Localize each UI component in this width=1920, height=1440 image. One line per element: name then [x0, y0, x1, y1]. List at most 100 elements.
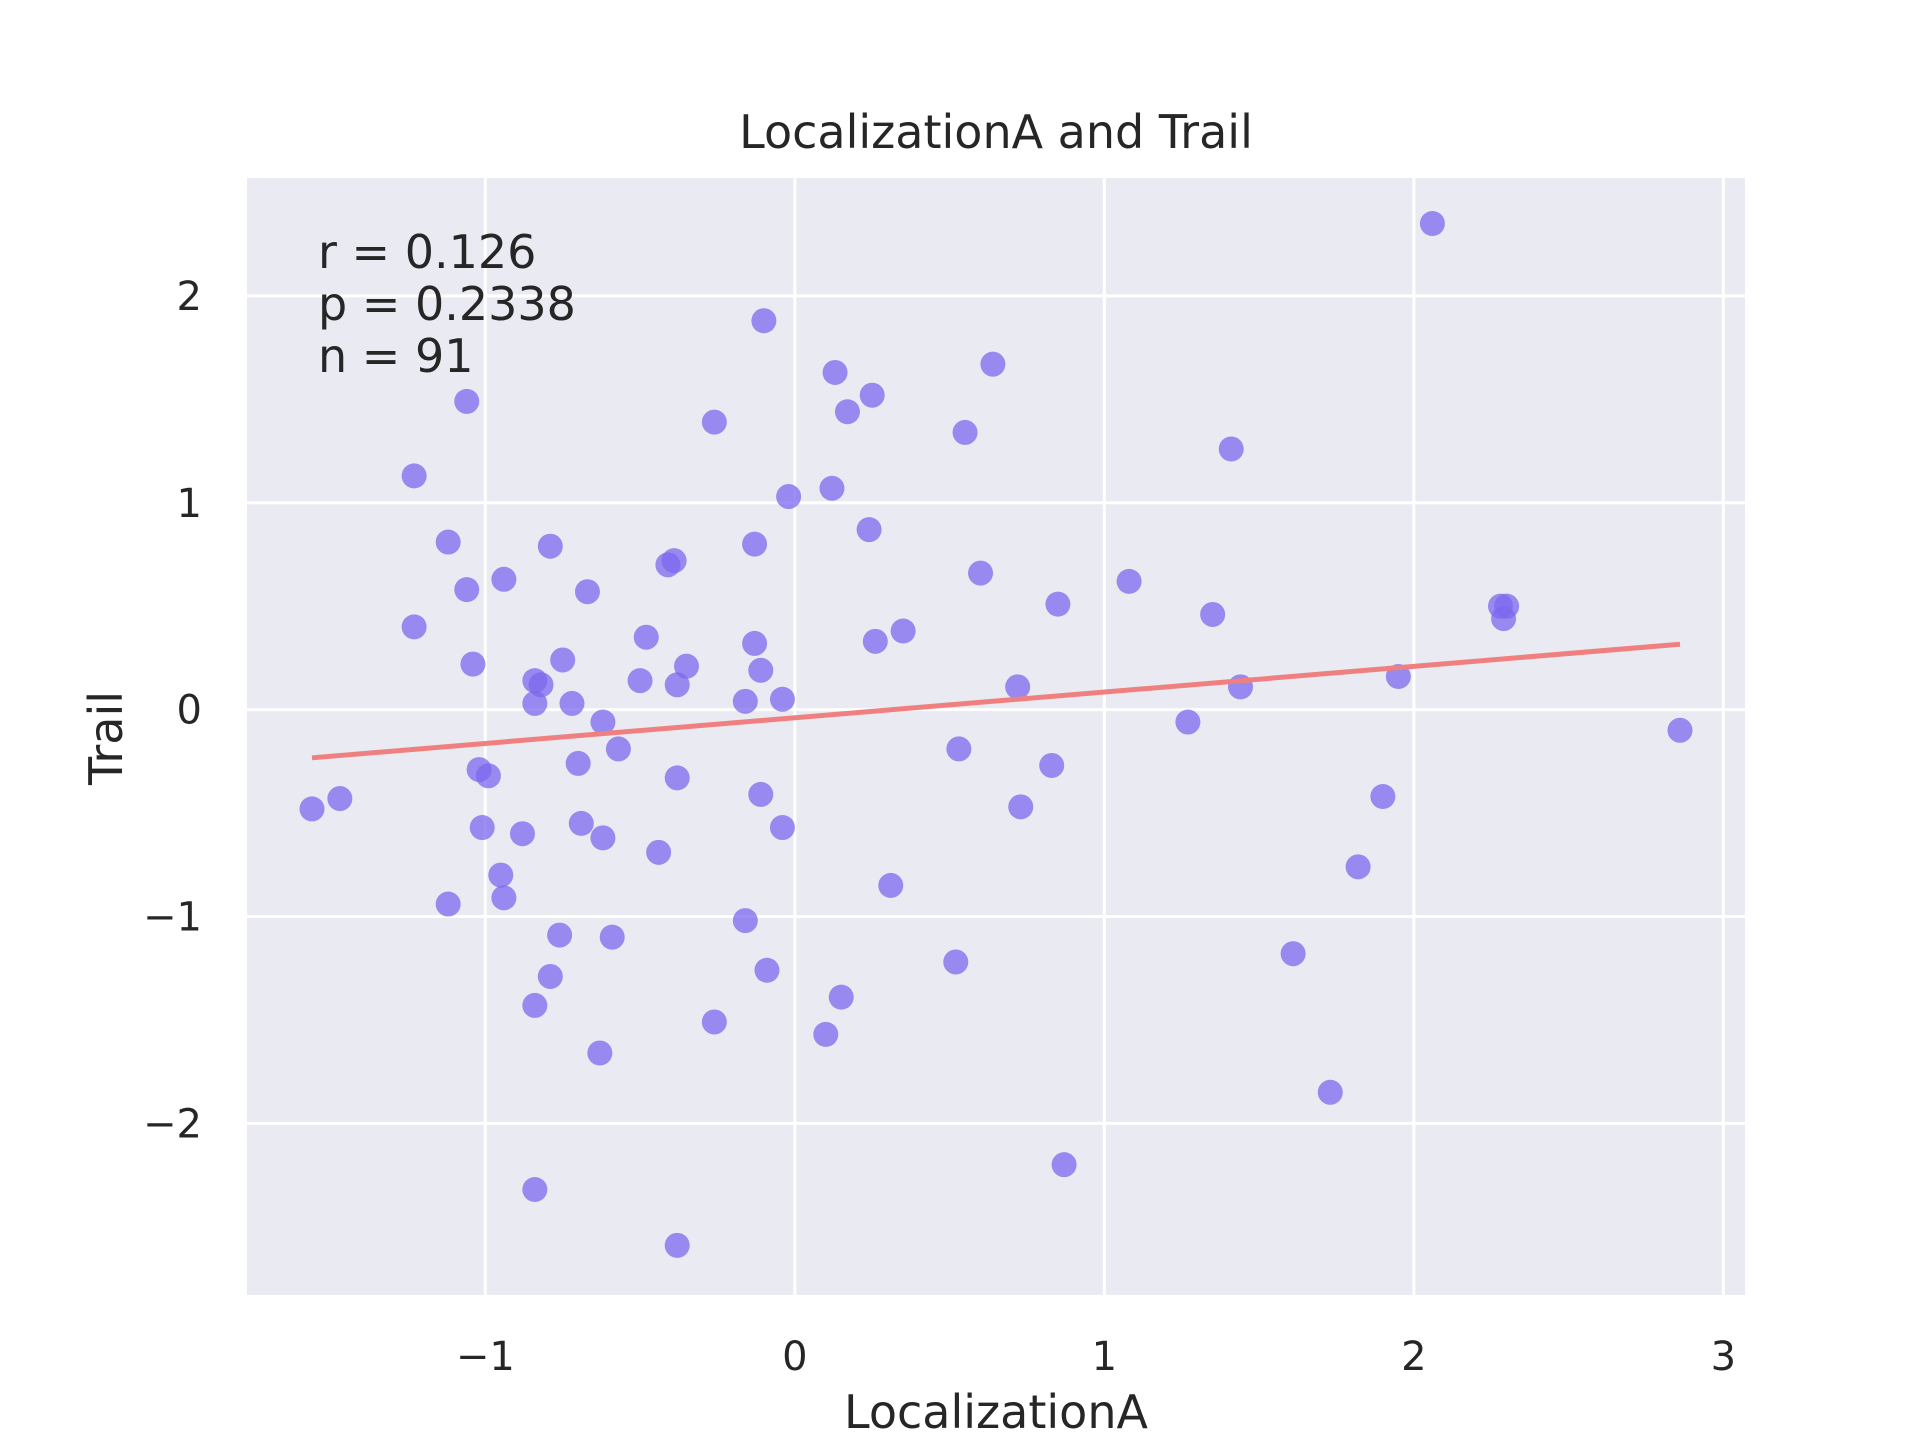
data-point [664, 1232, 690, 1258]
stat-p: p = 0.2338 [318, 277, 576, 331]
x-axis-title: LocalizationA [844, 1385, 1148, 1439]
data-point [522, 992, 548, 1018]
x-tick-labels: −1 0 1 2 3 [456, 1334, 1736, 1380]
data-points [299, 211, 1693, 1258]
x-tick-label: −1 [456, 1334, 515, 1380]
y-tick-label: 1 [177, 481, 202, 527]
data-point [491, 885, 517, 911]
x-tick-label: 2 [1401, 1334, 1426, 1380]
data-point [742, 630, 768, 656]
data-point [1005, 674, 1031, 700]
data-point [813, 1021, 839, 1047]
data-point [769, 815, 795, 841]
data-point [862, 628, 888, 654]
fit-line-group [311, 641, 1681, 761]
data-point [1494, 593, 1520, 619]
data-point [590, 709, 616, 735]
data-point [590, 825, 616, 851]
data-point [599, 924, 625, 950]
x-tick-label: 3 [1711, 1334, 1736, 1380]
data-point [550, 647, 576, 673]
data-point [828, 984, 854, 1010]
y-tick-label: −1 [143, 894, 202, 940]
data-point [522, 1177, 548, 1203]
data-point [1200, 601, 1226, 627]
data-point [435, 529, 461, 555]
data-point [943, 949, 969, 975]
data-point [327, 786, 353, 812]
data-point [646, 839, 672, 865]
data-point [732, 908, 758, 934]
x-tick-label: 1 [1092, 1334, 1117, 1380]
data-point [509, 821, 535, 847]
data-point [1667, 717, 1693, 743]
data-point [528, 672, 554, 698]
data-point [980, 351, 1006, 377]
data-point [435, 891, 461, 917]
data-point [454, 388, 480, 414]
data-point [1045, 591, 1071, 617]
data-point [587, 1040, 613, 1066]
data-point [559, 690, 585, 716]
data-point [401, 463, 427, 489]
data-point [834, 399, 860, 425]
stats-annotation: r = 0.126 p = 0.2338 n = 91 [318, 225, 576, 383]
data-point [890, 618, 916, 644]
regression-line [311, 641, 1681, 761]
data-point [878, 872, 904, 898]
data-point [475, 763, 501, 789]
data-point [946, 736, 972, 762]
data-point [460, 651, 486, 677]
data-point [859, 382, 885, 408]
data-point [742, 531, 768, 557]
data-point [661, 548, 687, 574]
x-tick-label: 0 [782, 1334, 807, 1380]
y-tick-label: −2 [143, 1101, 202, 1147]
y-axis-title: Trail [79, 691, 133, 786]
data-point [469, 815, 495, 841]
data-point [968, 560, 994, 586]
data-point [664, 765, 690, 791]
data-point [1008, 794, 1034, 820]
data-point [1175, 709, 1201, 735]
data-point [537, 533, 563, 559]
data-point [664, 672, 690, 698]
data-point [1370, 783, 1396, 809]
data-point [952, 419, 978, 445]
data-point [776, 484, 802, 510]
grid-lines [247, 178, 1745, 1295]
data-point [401, 614, 427, 640]
data-point [1345, 854, 1371, 880]
data-point [1218, 436, 1244, 462]
data-point [454, 577, 480, 603]
data-point [732, 688, 758, 714]
data-point [1419, 211, 1445, 237]
data-point [491, 566, 517, 592]
y-tick-label: 0 [177, 688, 202, 734]
data-point [1051, 1152, 1077, 1178]
data-point [819, 475, 845, 501]
data-point [856, 517, 882, 543]
data-point [488, 862, 514, 888]
data-point [701, 1009, 727, 1035]
data-point [627, 668, 653, 694]
data-point [748, 781, 774, 807]
data-point [769, 686, 795, 712]
data-point [574, 579, 600, 605]
data-point [1317, 1079, 1343, 1105]
data-point [701, 409, 727, 435]
data-point [748, 657, 774, 683]
data-point [565, 750, 591, 776]
data-point [605, 736, 631, 762]
y-tick-labels: −2 −1 0 1 2 [143, 274, 202, 1147]
data-point [751, 308, 777, 334]
data-point [1280, 941, 1306, 967]
chart-title: LocalizationA and Trail [739, 105, 1253, 159]
data-point [537, 963, 563, 989]
data-point [299, 796, 325, 822]
data-point [568, 810, 594, 836]
data-point [1039, 752, 1065, 778]
stat-n: n = 91 [318, 329, 473, 383]
data-point [822, 359, 848, 385]
stat-r: r = 0.126 [318, 225, 536, 279]
